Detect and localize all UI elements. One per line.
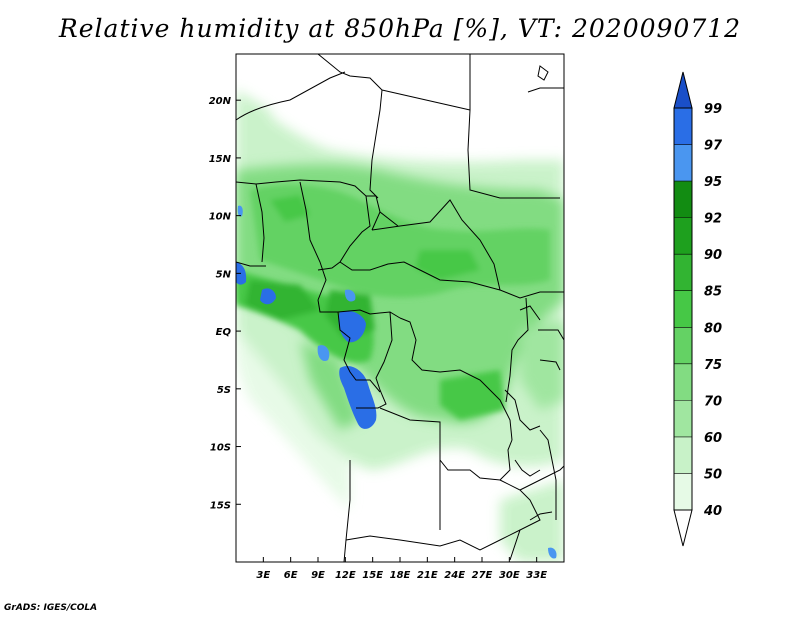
colorbar-segment	[674, 327, 692, 364]
colorbar-label: 70	[704, 394, 722, 409]
colorbar-label: 40	[703, 504, 722, 519]
colorbar-lower-arrow	[673, 509, 693, 547]
humidity-field	[236, 54, 564, 562]
latitude-axis: 20N 15N 10N 5N EQ 5S 10S 15S	[209, 96, 241, 511]
colorbar-upper-arrow	[673, 71, 693, 109]
colorbar-label: 92	[704, 212, 722, 227]
colorbar-label: 97	[704, 139, 723, 154]
colorbar-segment	[674, 254, 692, 291]
lon-tick-label: 3E	[256, 570, 270, 581]
colorbar-label: 60	[704, 431, 722, 446]
lat-tick-label: 10N	[209, 212, 232, 223]
credit-label: GrADS: IGES/COLA	[4, 603, 98, 613]
lon-tick-label: 6E	[284, 570, 298, 581]
colorbar-label: 50	[704, 467, 722, 482]
colorbar-label: 85	[704, 285, 722, 300]
colorbar-label: 95	[704, 175, 722, 190]
lat-tick-label: 5N	[216, 269, 232, 280]
lat-tick-label: 15N	[209, 154, 232, 165]
lon-tick-label: 27E	[472, 570, 493, 581]
colorbar-label: 80	[704, 321, 722, 336]
colorbar-label: 90	[704, 248, 722, 263]
country-boundaries	[236, 54, 564, 562]
lon-tick-label: 9E	[311, 570, 325, 581]
longitude-axis: 3E 6E 9E 12E 15E 18E 21E 24E 27E 30E 33E	[256, 557, 547, 581]
lat-tick-label: EQ	[216, 327, 232, 338]
colorbar: 40 50 60 70 75 80 85 90 92 95 97 99	[673, 71, 723, 547]
lon-tick-label: 18E	[390, 570, 411, 581]
colorbar-segment	[674, 473, 692, 510]
colorbar-label: 99	[704, 102, 722, 117]
map-title: Relative humidity at 850hPa [%], VT: 202…	[58, 14, 742, 43]
lon-tick-label: 33E	[526, 570, 547, 581]
lon-tick-label: 30E	[499, 570, 520, 581]
colorbar-segment	[674, 363, 692, 401]
lat-tick-label: 10S	[210, 443, 231, 454]
colorbar-label: 75	[704, 358, 722, 373]
colorbar-segment	[674, 436, 692, 474]
colorbar-segment	[674, 144, 692, 182]
colorbar-segment	[674, 181, 692, 218]
lat-tick-label: 20N	[209, 96, 232, 107]
colorbar-segment	[674, 217, 692, 255]
lon-tick-label: 24E	[444, 570, 465, 581]
colorbar-segment	[674, 290, 692, 328]
lon-tick-label: 21E	[417, 570, 438, 581]
lon-tick-label: 15E	[362, 570, 383, 581]
colorbar-segment	[674, 400, 692, 437]
lon-tick-label: 12E	[335, 570, 356, 581]
colorbar-segment	[674, 108, 692, 145]
lat-tick-label: 5S	[217, 385, 231, 396]
lat-tick-label: 15S	[210, 500, 231, 511]
